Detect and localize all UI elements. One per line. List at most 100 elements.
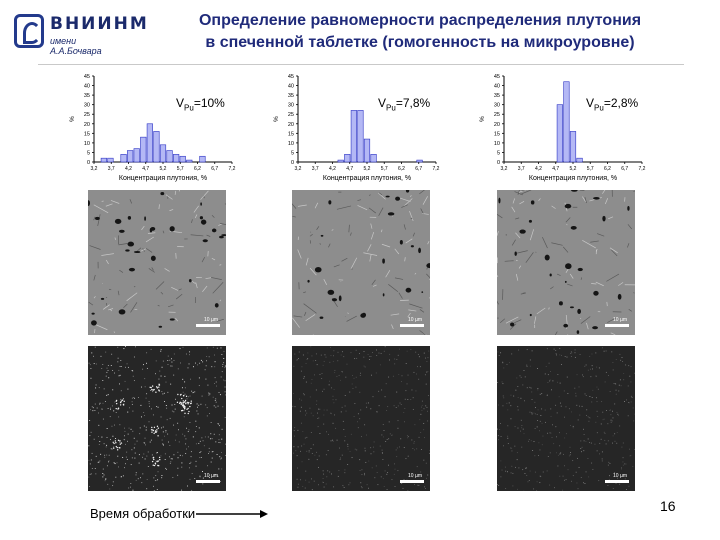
- histogram-bar: [363, 138, 371, 163]
- x-tick-label: 3,7: [518, 166, 525, 172]
- vpu-label-2: VPu=7,8%: [378, 96, 430, 112]
- y-axis-label: %: [69, 116, 76, 122]
- histogram-bar: [357, 110, 364, 163]
- histogram-svg-2: 0 5 10 15 20 25 30 35 40 45% 3,2 3,7 4,2 4,7 5,2 5,7 6,2…: [270, 70, 440, 185]
- x-tick-label: 5,2: [570, 166, 577, 172]
- scale-bar: [400, 324, 424, 327]
- x-tick-label: 3,2: [295, 166, 302, 172]
- histogram-bar: [159, 144, 167, 163]
- vpu-value-1: =10%: [193, 96, 225, 110]
- x-tick-label: 5,7: [177, 166, 184, 172]
- histogram-bar: [199, 155, 206, 163]
- histogram-bar: [416, 159, 423, 163]
- x-tick-label: 6,2: [194, 166, 201, 172]
- histogram-bar: [133, 148, 140, 163]
- sem-micrograph-1: 10 µm: [88, 190, 226, 335]
- pu-map-1: 10 µm: [88, 346, 226, 491]
- histogram-bar: [153, 131, 160, 163]
- x-tick-label: 5,7: [587, 166, 594, 172]
- y-tick-label: 10: [288, 141, 294, 147]
- histogram-sample-3: 0 5 10 15 20 25 30 35 40 45% 3,2 3,7 4,2 4,7 5,2 5,7 6,2…: [476, 70, 646, 185]
- pu-map-texture-3: [497, 347, 635, 491]
- y-tick-label: 5: [497, 150, 500, 156]
- page-number: 16: [660, 498, 676, 514]
- x-tick-label: 3,2: [91, 166, 98, 172]
- logo-name: ВНИИНМ: [50, 14, 149, 34]
- histogram-svg-1: 0 5 10 15 20 25 30 35 40 45% 3,2 3,7 4,2 4,7 5,2 5,7 6,2…: [66, 70, 236, 185]
- y-tick-label: 25: [288, 112, 294, 118]
- y-tick-label: 45: [288, 74, 294, 80]
- histogram-bar: [179, 155, 186, 163]
- histogram-bar: [337, 159, 344, 163]
- vpu-label-3: VPu=2,8%: [586, 96, 638, 112]
- x-tick-label: 5,2: [364, 166, 371, 172]
- vpu-sub-1: Pu: [184, 103, 194, 113]
- histogram-sample-1: 0 5 10 15 20 25 30 35 40 45% 3,2 3,7 4,2 4,7 5,2 5,7 6,2…: [66, 70, 236, 185]
- x-axis-label: Концентрация плутония, %: [119, 175, 207, 182]
- scale-bar: [605, 324, 629, 327]
- x-tick-label: 6,7: [415, 166, 422, 172]
- y-tick-label: 35: [494, 93, 500, 99]
- y-tick-label: 35: [84, 93, 90, 99]
- scale-label: 10 µm: [204, 317, 218, 323]
- y-tick-label: 40: [84, 84, 90, 90]
- x-tick-label: 5,7: [381, 166, 388, 172]
- y-tick-label: 0: [87, 160, 90, 166]
- histogram-bar: [107, 157, 114, 163]
- institute-logo: ВНИИНМ имени А.А.Бочвара: [10, 10, 147, 56]
- y-axis-label: %: [273, 116, 280, 122]
- x-tick-label: 3,2: [501, 166, 508, 172]
- histogram-bar: [127, 150, 134, 163]
- sem-texture-2: [292, 190, 430, 335]
- y-tick-label: 30: [288, 103, 294, 109]
- pu-map-2: 10 µm: [292, 346, 430, 491]
- x-tick-label: 7,2: [229, 166, 236, 172]
- x-tick-label: 6,7: [211, 166, 218, 172]
- x-tick-label: 3,7: [312, 166, 319, 172]
- y-tick-label: 40: [494, 84, 500, 90]
- x-tick-label: 6,2: [398, 166, 405, 172]
- y-axis-label: %: [479, 116, 486, 122]
- histogram-bar: [563, 81, 570, 163]
- treatment-time-label: Время обработки: [90, 506, 196, 521]
- pu-map-texture-2: [292, 346, 430, 491]
- y-tick-label: 25: [84, 112, 90, 118]
- title-line-1: Определение равномерности распределения …: [198, 12, 642, 29]
- histogram-bar: [166, 150, 173, 163]
- vpu-prefix-1: V: [176, 96, 185, 110]
- histogram-bar: [173, 154, 180, 163]
- y-tick-label: 5: [291, 150, 294, 156]
- histogram-bar: [350, 110, 357, 163]
- y-tick-label: 15: [288, 131, 294, 137]
- y-tick-label: 25: [494, 112, 500, 118]
- y-tick-label: 20: [288, 122, 294, 128]
- histogram-bar: [569, 131, 577, 163]
- histogram-bar: [344, 154, 351, 163]
- x-tick-label: 4,2: [125, 166, 132, 172]
- x-tick-label: 3,7: [108, 166, 115, 172]
- x-tick-label: 4,7: [552, 166, 559, 172]
- vpu-prefix-3: V: [586, 96, 595, 110]
- x-axis-label: Концентрация плутония, %: [323, 175, 411, 182]
- sem-micrograph-2: 10 µm: [292, 190, 430, 335]
- y-tick-label: 40: [288, 84, 294, 90]
- y-tick-label: 0: [291, 160, 294, 166]
- y-tick-label: 10: [494, 141, 500, 147]
- vpu-sub-2: Pu: [386, 103, 396, 113]
- y-tick-label: 20: [494, 122, 500, 128]
- logo-emblem-icon: [14, 14, 44, 48]
- histogram-bar: [576, 157, 583, 163]
- y-tick-label: 45: [494, 74, 500, 80]
- x-tick-label: 7,2: [433, 166, 440, 172]
- x-tick-label: 5,2: [160, 166, 167, 172]
- histogram-svg-3: 0 5 10 15 20 25 30 35 40 45% 3,2 3,7 4,2 4,7 5,2 5,7 6,2…: [476, 70, 646, 185]
- vpu-prefix-2: V: [378, 96, 387, 110]
- scale-label: 10 µm: [613, 317, 627, 323]
- histogram-bar: [370, 154, 377, 163]
- histogram-bar: [120, 154, 127, 163]
- x-tick-label: 4,7: [346, 166, 353, 172]
- histogram-bar: [146, 123, 153, 163]
- title-divider: [38, 64, 684, 65]
- histogram-bar: [556, 104, 563, 163]
- vpu-sub-3: Pu: [594, 103, 604, 113]
